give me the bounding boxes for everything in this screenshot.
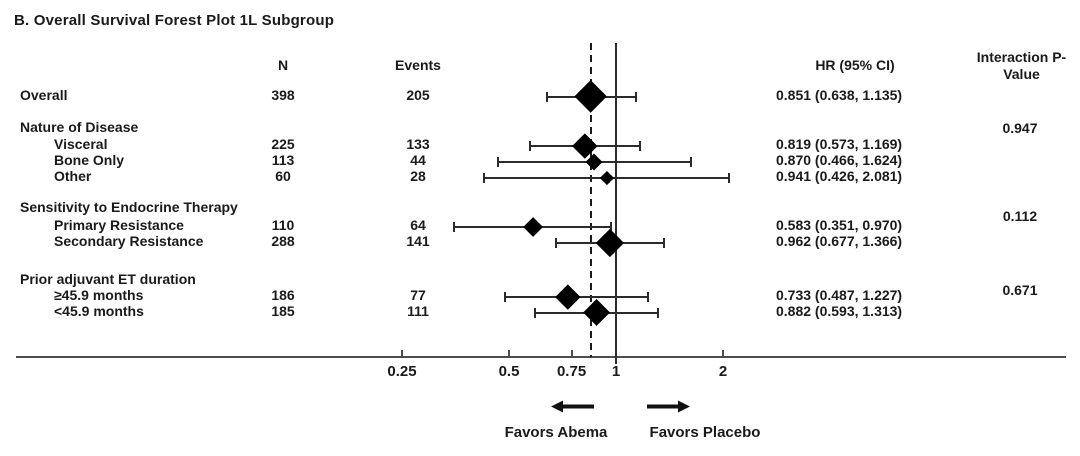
row-label: ≥45.9 months [54, 287, 144, 303]
favors-left-label: Favors Abema [504, 424, 608, 441]
interaction-pvalue: 0.112 [1002, 208, 1038, 224]
hr-ci-value: 0.583 (0.351, 0.970) [776, 217, 903, 233]
ci-cap-left [453, 222, 456, 232]
row-label: Primary Resistance [54, 217, 184, 233]
ci-cap-left [534, 308, 537, 318]
favors-right-arrow-icon [646, 400, 690, 413]
row-label: Visceral [54, 136, 108, 152]
column-header-hr-ci: HR (95% CI) [815, 57, 895, 73]
diamond-marker [522, 216, 543, 237]
events-value: 44 [410, 152, 426, 168]
column-header-n: N [277, 57, 289, 73]
ci-cap-right [610, 222, 613, 232]
axis-tick [401, 350, 403, 357]
ci-cap-left [554, 238, 557, 248]
diamond-marker [583, 299, 611, 327]
hr-ci-value: 0.870 (0.466, 1.624) [776, 152, 903, 168]
n-value: 398 [271, 87, 295, 103]
column-header-events: Events [395, 57, 441, 73]
ci-cap-right [634, 92, 637, 102]
n-value: 113 [271, 152, 295, 168]
group-row-label: Sensitivity to Endocrine Therapy [20, 199, 238, 215]
diamond-marker [599, 170, 614, 185]
n-value: 288 [271, 233, 295, 249]
reference-line-solid [615, 43, 617, 364]
favors-right-label: Favors Placebo [649, 424, 761, 441]
diamond-marker [596, 228, 625, 257]
hr-ci-value: 0.733 (0.487, 1.227) [776, 287, 903, 303]
row-label: Other [54, 168, 92, 184]
ci-cap-right [646, 292, 649, 302]
diamond-marker [585, 153, 603, 171]
row-label: Secondary Resistance [54, 233, 204, 249]
interaction-pvalue: 0.671 [1002, 282, 1038, 298]
interaction-pvalue: 0.947 [1002, 120, 1038, 136]
n-value: 110 [271, 217, 295, 233]
ci-cap-left [483, 173, 486, 183]
row-label: Bone Only [54, 152, 125, 168]
axis-tick-label: 1 [611, 363, 621, 380]
n-value: 186 [271, 287, 295, 303]
ci-cap-right [639, 141, 642, 151]
ci-cap-right [663, 238, 666, 248]
events-value: 28 [410, 168, 426, 184]
axis-tick [570, 350, 573, 357]
ci-cap-right [728, 173, 731, 183]
column-header-interaction-pvalue: Interaction P-Value [976, 49, 1067, 82]
events-value: 77 [410, 287, 426, 303]
events-value: 64 [410, 217, 426, 233]
events-value: 141 [406, 233, 430, 249]
group-row-label: Nature of Disease [20, 119, 139, 135]
ci-cap-left [545, 92, 548, 102]
row-label: Overall [20, 87, 68, 103]
axis-tick-label: 0.25 [387, 363, 417, 380]
n-value: 225 [271, 136, 295, 152]
ci-cap-left [529, 141, 532, 151]
figure-title: B. Overall Survival Forest Plot 1L Subgr… [14, 12, 335, 29]
hr-ci-value: 0.882 (0.593, 1.313) [776, 303, 903, 319]
favors-left-arrow-icon [551, 400, 595, 413]
axis-tick [508, 350, 510, 357]
x-axis-line [16, 356, 1066, 358]
events-value: 111 [407, 303, 429, 319]
hr-ci-value: 0.851 (0.638, 1.135) [776, 87, 903, 103]
group-row-label: Prior adjuvant ET duration [20, 271, 196, 287]
axis-tick-label: 0.75 [556, 363, 587, 380]
axis-tick [722, 350, 724, 357]
diamond-marker [555, 284, 581, 310]
hr-ci-value: 0.941 (0.426, 2.081) [776, 168, 903, 184]
axis-tick-label: 0.5 [498, 363, 520, 380]
events-value: 205 [406, 87, 430, 103]
ci-cap-left [497, 157, 500, 167]
ci-cap-right [689, 157, 692, 167]
n-value: 60 [275, 168, 291, 184]
ci-cap-right [657, 308, 660, 318]
ci-cap-left [503, 292, 506, 302]
axis-tick-label: 2 [718, 363, 728, 380]
hr-ci-value: 0.962 (0.677, 1.366) [776, 233, 903, 249]
reference-line-dashed [590, 43, 593, 357]
row-label: <45.9 months [54, 303, 144, 319]
n-value: 185 [271, 303, 295, 319]
events-value: 133 [406, 136, 430, 152]
diamond-marker [574, 80, 608, 114]
hr-ci-value: 0.819 (0.573, 1.169) [776, 136, 903, 152]
